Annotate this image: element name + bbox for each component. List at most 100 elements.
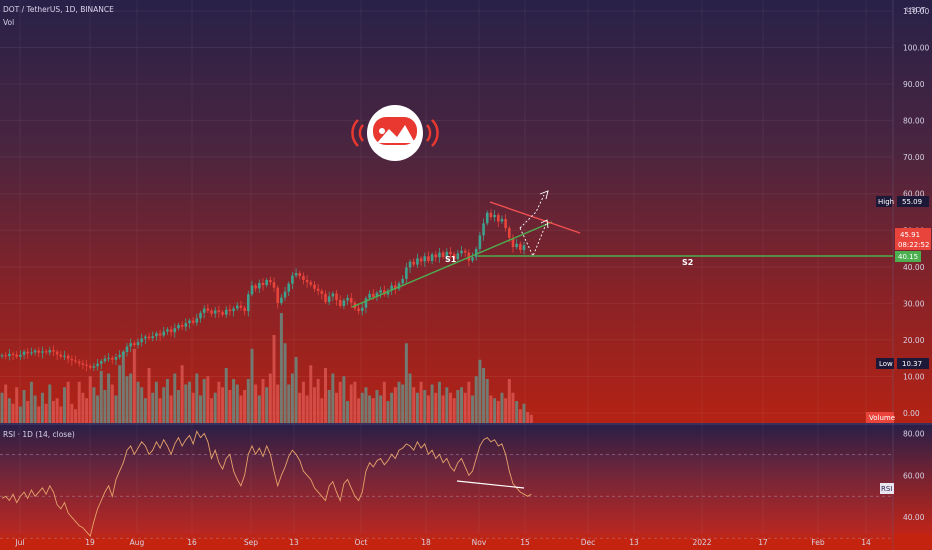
- candle-body: [471, 257, 474, 261]
- rsi-tick-label: 80.00: [903, 429, 925, 438]
- volume-bar: [268, 373, 272, 423]
- s1-support-trendline[interactable]: [351, 221, 553, 308]
- candle-body: [177, 324, 180, 329]
- s2-price-badge: 40.15: [895, 251, 921, 262]
- candle-body: [66, 355, 70, 359]
- breakdown-arrow: [540, 219, 549, 229]
- candle-body: [59, 354, 63, 357]
- candle-body: [184, 323, 188, 327]
- volume-bar: [187, 381, 191, 423]
- time-axis[interactable]: Jul 19 Aug 16 Sep 13 Oct 18 Nov 15 Dec 13 2022 17 Feb 1…: [14, 538, 871, 547]
- volume-bar: [474, 376, 478, 423]
- candle-body: [482, 223, 485, 236]
- last-price-badge: 45.91 08:22:52: [895, 228, 931, 250]
- price-tick-label: 60.00: [903, 190, 925, 199]
- breakout-arrow-up: [539, 190, 549, 200]
- candle-body: [195, 318, 199, 323]
- candle-body: [261, 282, 265, 286]
- candle-body: [162, 331, 166, 336]
- volume-bar: [529, 414, 533, 423]
- candle-body: [474, 248, 478, 258]
- volume-bar: [301, 381, 305, 423]
- volume-bar: [368, 395, 372, 423]
- candle-body: [199, 312, 202, 319]
- time-tick-label: Aug: [130, 538, 145, 547]
- volume-bar: [118, 365, 122, 423]
- volume-bar: [235, 384, 239, 423]
- volume-bar: [496, 401, 500, 423]
- volume-bar: [26, 401, 30, 423]
- candle-body: [191, 320, 195, 323]
- visor-dot: [379, 128, 385, 134]
- high-badge: High 55.09: [876, 196, 929, 207]
- volume-bar: [489, 395, 493, 423]
- resistance-trendline[interactable]: [489, 201, 581, 234]
- candle-body: [151, 336, 155, 339]
- volume-bar: [132, 348, 136, 423]
- candle-body: [243, 307, 246, 312]
- price-tick-label: 80.00: [903, 117, 925, 126]
- pane-separator[interactable]: [0, 423, 932, 425]
- candle-body: [283, 291, 287, 298]
- candle-body: [394, 285, 397, 289]
- candle-body: [401, 278, 404, 284]
- signal-left-inner: [358, 124, 365, 142]
- volume-bar: [180, 365, 184, 423]
- volume-bar: [121, 351, 125, 423]
- candle-body: [202, 308, 206, 313]
- volume-bar: [482, 368, 486, 423]
- candle-body: [22, 351, 26, 355]
- volume-bar: [7, 398, 11, 423]
- volume-bar: [213, 392, 217, 423]
- candle-body: [221, 312, 224, 315]
- candle-body: [327, 296, 331, 302]
- candle-body: [70, 358, 74, 361]
- candle-body: [250, 285, 254, 295]
- candle-body: [272, 282, 276, 288]
- volume-bar: [33, 395, 37, 423]
- time-tick-label: 2022: [692, 538, 711, 547]
- volume-bar: [290, 373, 294, 423]
- candle-body: [169, 329, 173, 333]
- candle-body: [96, 363, 99, 367]
- volume-bar: [265, 387, 269, 423]
- time-tick-label: Jul: [14, 538, 24, 547]
- candle-body: [125, 346, 129, 352]
- volume-bar: [426, 395, 430, 423]
- price-tick-label: 0.00: [903, 409, 920, 418]
- candle-body: [4, 355, 7, 357]
- candle-body: [335, 293, 338, 301]
- candle-body: [217, 310, 221, 313]
- volume-bar: [11, 403, 15, 423]
- trend-drawings[interactable]: S1 S2: [351, 190, 893, 308]
- volume-bar: [0, 392, 4, 423]
- candle-body: [114, 357, 118, 360]
- rsi-divergence-line[interactable]: [456, 480, 525, 489]
- rsi-indicator: 40.00 60.00 80.00: [0, 429, 925, 539]
- volume-bar: [412, 387, 416, 423]
- rsi-legend-label[interactable]: RSI · 1D (14, close): [3, 430, 75, 439]
- volume-bar: [379, 395, 383, 423]
- candle-body: [371, 293, 375, 297]
- volume-bar: [103, 390, 107, 423]
- volume-bar: [261, 379, 265, 423]
- volume-legend-label[interactable]: Vol: [3, 18, 14, 27]
- candle-body: [166, 329, 169, 332]
- candle-body: [519, 243, 522, 251]
- volume-bar: [335, 392, 339, 423]
- volume-bar: [522, 403, 526, 423]
- candle-body: [110, 357, 114, 360]
- volume-bar: [349, 384, 353, 423]
- candle-body: [324, 293, 327, 302]
- price-tick-label: 110.00: [903, 7, 929, 16]
- candle-body: [144, 336, 147, 339]
- symbol-title[interactable]: DOT / TetherUS, 1D, BINANCE: [3, 5, 114, 14]
- volume-bar: [191, 392, 195, 423]
- volume-badge-label: Volume: [869, 414, 895, 422]
- candle-body: [235, 305, 239, 309]
- candle-body: [364, 298, 368, 308]
- volume-bar: [441, 395, 445, 423]
- candle-body: [427, 256, 430, 261]
- candle-body: [416, 258, 419, 265]
